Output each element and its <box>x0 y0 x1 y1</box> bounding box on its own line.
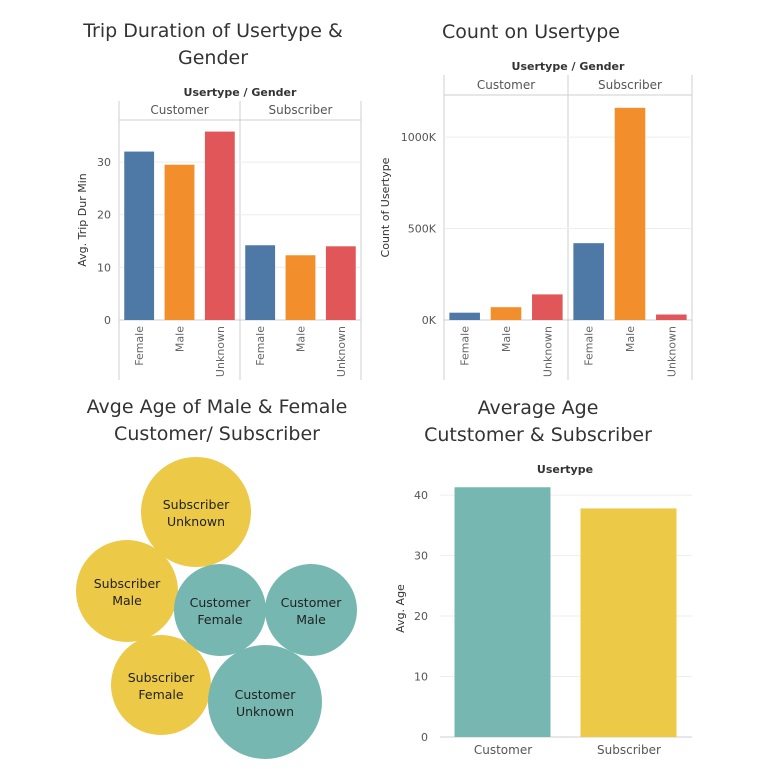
x-tick-label: Unknown <box>665 326 678 377</box>
y-tick-label: 0K <box>422 314 437 327</box>
group-label-subscriber: Subscriber <box>598 78 662 92</box>
x-tick-label: Female <box>254 326 267 366</box>
bubble-circle <box>111 635 211 735</box>
x-tick-label: Male <box>174 326 187 352</box>
bubble-circle <box>208 645 322 759</box>
group-label-customer: Customer <box>150 103 208 117</box>
x-tick-label: Unknown <box>335 326 348 377</box>
bar-subscriber-female <box>245 245 276 320</box>
bar-subscriber <box>580 508 677 737</box>
bubble-circle <box>141 457 251 567</box>
x-tick-label: Male <box>295 326 308 352</box>
group-label-customer: Customer <box>477 78 535 92</box>
count-usertype-chart: Usertype / Gender 0K 500K 1000K Count of Use… <box>379 60 693 380</box>
bubble-customer-unknown: Customer Unknown <box>208 645 322 759</box>
bubble-subscriber-male: Subscriber Male <box>76 540 178 642</box>
trip-duration-title-line: Gender <box>178 47 248 69</box>
bubble-label-gender: Male <box>112 593 142 608</box>
x-tick-label: Subscriber <box>597 743 661 757</box>
bubble-circle <box>174 564 266 656</box>
trip-duration-chart: Usertype / Gender 0 10 20 30 Avg. Trip Dur Mi… <box>76 86 362 380</box>
y-tick-label: 20 <box>97 209 111 222</box>
y-axis-label: Avg. Trip Dur Min <box>76 173 89 267</box>
bubble-label-usertype: Subscriber <box>128 670 195 685</box>
bubble-label-gender: Unknown <box>236 704 294 719</box>
trip-duration-title-line: Trip Duration of Usertype & <box>82 20 343 42</box>
bar-customer-unknown <box>204 131 235 320</box>
x-tick-label: Female <box>133 326 146 366</box>
bar-customer-female <box>449 312 480 320</box>
y-tick-label: 0 <box>421 731 428 744</box>
y-tick-label: 30 <box>414 550 428 563</box>
average-age-title-line: Cutstomer & Subscriber <box>424 424 652 446</box>
bar-subscriber-male <box>285 255 316 320</box>
avg-age-bubbles-title-line: Customer/ Subscriber <box>114 423 320 445</box>
bubble-customer-male: Customer Male <box>265 564 357 656</box>
avg-age-bubbles-title-line: Avge Age of Male & Female <box>87 396 348 418</box>
bubble-circle <box>265 564 357 656</box>
y-tick-label: 1000K <box>401 131 437 144</box>
column-header: Usertype / Gender <box>184 86 297 99</box>
bar-customer-male <box>164 164 195 320</box>
bar-customer-female <box>124 151 155 320</box>
y-axis-label: Avg. Age <box>394 584 407 633</box>
x-tick-label: Unknown <box>541 326 554 377</box>
y-tick-label: 500K <box>408 223 437 236</box>
y-tick-label: 10 <box>97 261 111 274</box>
bubble-label-usertype: Customer <box>190 595 252 610</box>
bar-customer-male <box>490 307 522 320</box>
x-tick-label: Unknown <box>214 326 227 377</box>
x-tick-label: Male <box>624 326 637 352</box>
bubble-label-gender: Female <box>138 687 184 702</box>
bubble-label-usertype: Customer <box>235 687 297 702</box>
x-tick-label: Male <box>500 326 513 352</box>
bar-customer <box>454 487 551 737</box>
y-tick-label: 30 <box>97 156 111 169</box>
average-age-title-line: Average Age <box>478 397 599 419</box>
bar-subscriber-male <box>614 107 646 321</box>
bubble-circle <box>76 540 178 642</box>
column-header: Usertype <box>537 463 593 476</box>
bubble-subscriber-unknown: Subscriber Unknown <box>141 457 251 567</box>
x-tick-label: Customer <box>474 743 532 757</box>
y-axis-label: Count of Usertype <box>379 157 392 257</box>
bar-customer-unknown <box>532 294 563 320</box>
bar-subscriber-unknown <box>656 314 687 320</box>
bubble-label-usertype: Customer <box>281 595 343 610</box>
bar-subscriber-unknown <box>325 246 356 320</box>
bubble-label-usertype: Subscriber <box>94 576 161 591</box>
bubble-subscriber-female: Subscriber Female <box>111 635 211 735</box>
bubble-customer-female: Customer Female <box>174 564 266 656</box>
x-tick-label: Female <box>583 326 596 366</box>
y-tick-label: 20 <box>414 610 428 623</box>
bubble-label-gender: Unknown <box>167 514 225 529</box>
x-tick-label: Female <box>459 326 472 366</box>
bar-subscriber-female <box>573 243 604 320</box>
y-tick-label: 10 <box>414 671 428 684</box>
bubble-label-usertype: Subscriber <box>163 497 230 512</box>
y-tick-label: 0 <box>104 314 111 327</box>
column-header: Usertype / Gender <box>512 60 625 73</box>
group-label-subscriber: Subscriber <box>269 103 333 117</box>
y-tick-label: 40 <box>414 489 428 502</box>
count-usertype-title-line: Count on Usertype <box>442 21 620 43</box>
bubble-label-gender: Female <box>197 612 243 627</box>
average-age-chart: Usertype 0 10 20 30 40 Avg. Age Customer Subscri… <box>394 463 692 757</box>
bubble-label-gender: Male <box>296 612 326 627</box>
